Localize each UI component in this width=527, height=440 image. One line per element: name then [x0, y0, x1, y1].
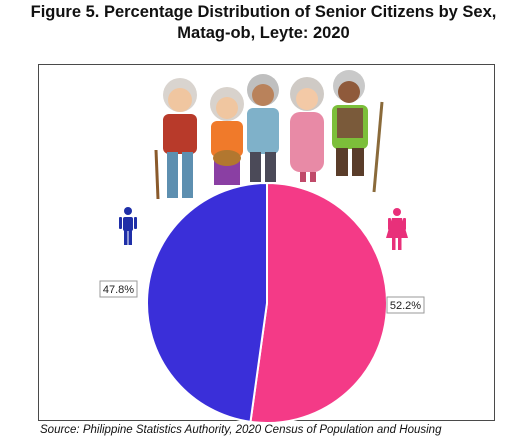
- data-label-male-text: 47.8%: [103, 284, 134, 296]
- chart-title-line-2: Matag-ob, Leyte: 2020: [177, 24, 350, 42]
- elderly-people-illustration: [154, 70, 384, 200]
- chart-title-line-1: Figure 5. Percentage Distribution of Sen…: [30, 3, 497, 21]
- female-person-icon: [386, 208, 408, 250]
- data-label-female-text: 52.2%: [390, 300, 421, 312]
- source-note: Source: Philippine Statistics Authority,…: [40, 424, 442, 436]
- data-label-female: 52.2%: [386, 296, 425, 314]
- data-label-male: 47.8%: [99, 280, 138, 298]
- chart-title: Figure 5. Percentage Distribution of Sen…: [0, 2, 527, 44]
- pie-slice-male: [146, 181, 268, 423]
- pie-slice-female: [249, 181, 389, 424]
- male-person-icon: [119, 207, 137, 245]
